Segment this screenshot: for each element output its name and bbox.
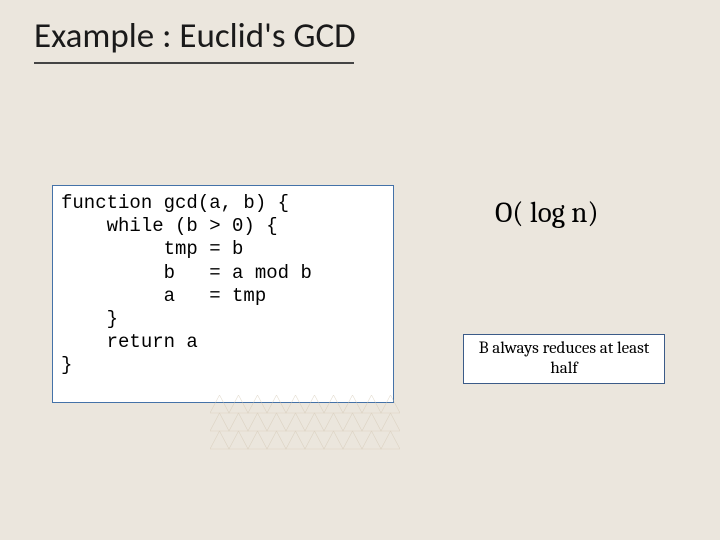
code-text: function gcd(a, b) { while (b > 0) { tmp… bbox=[61, 192, 385, 377]
complexity-label: O( log n) bbox=[495, 197, 599, 230]
title-underline bbox=[34, 62, 354, 64]
slide: Example : Euclid's GCD function gcd(a, b… bbox=[0, 0, 720, 540]
slide-title: Example : Euclid's GCD bbox=[34, 15, 356, 57]
code-block: function gcd(a, b) { while (b > 0) { tmp… bbox=[52, 185, 394, 403]
decorative-triangle-pattern bbox=[210, 395, 400, 450]
note-text: B always reduces at least half bbox=[470, 339, 658, 378]
note-box: B always reduces at least half bbox=[463, 334, 665, 384]
